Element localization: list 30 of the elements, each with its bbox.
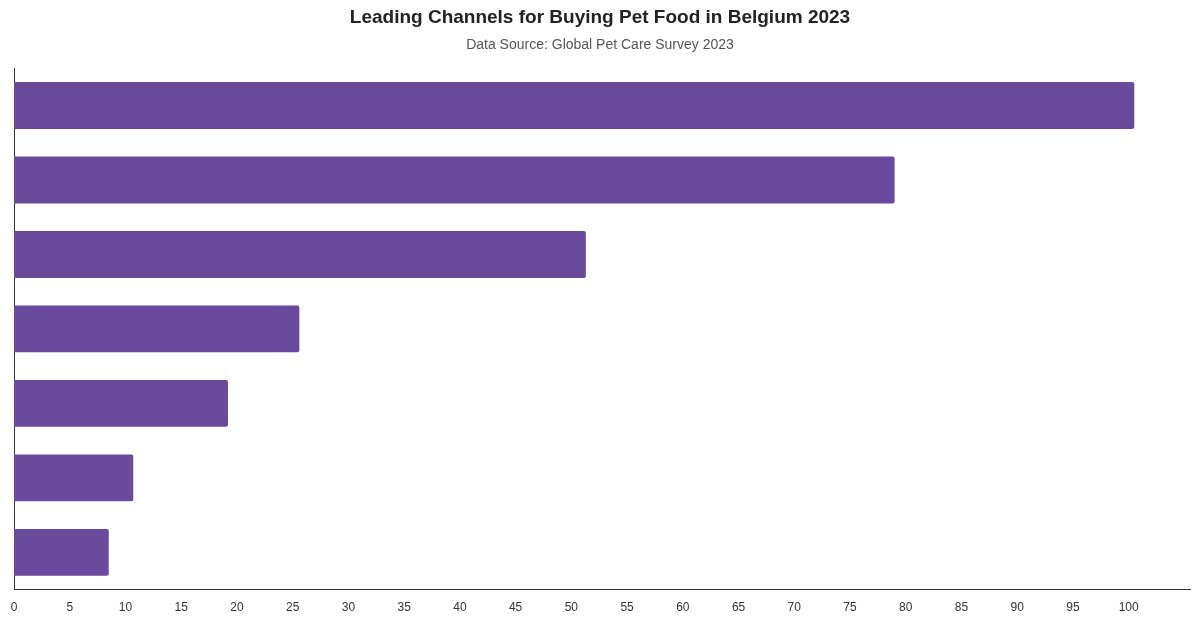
bar	[14, 305, 300, 353]
x-tick-label: 85	[954, 600, 969, 615]
bar	[14, 528, 109, 576]
bar	[14, 156, 895, 204]
x-tick-label: 5	[66, 600, 74, 615]
x-tick-label: 80	[899, 600, 913, 615]
x-tick-label: 25	[285, 600, 300, 615]
chart-title: Leading Channels for Buying Pet Food in Belgium 2023	[348, 6, 852, 28]
bar	[14, 454, 134, 502]
x-tick-label: 0	[10, 600, 18, 615]
bar	[14, 81, 1135, 129]
bar	[14, 379, 229, 427]
x-tick-label: 20	[230, 600, 244, 615]
x-tick-label: 65	[731, 600, 746, 615]
x-tick-label: 55	[620, 600, 635, 615]
x-tick-label: 95	[1066, 600, 1080, 615]
x-tick-label: 50	[564, 600, 579, 615]
x-tick-label: 15	[174, 600, 189, 615]
x-tick-label: 35	[397, 600, 412, 615]
bar	[14, 230, 586, 278]
x-tick-label: 45	[508, 600, 523, 615]
x-tick-label: 10	[118, 600, 133, 615]
x-tick-label: 30	[341, 600, 356, 615]
x-tick-label: 60	[676, 600, 690, 615]
x-tick-label: 40	[453, 600, 467, 615]
chart-subtitle: Data Source: Global Pet Care Survey 2023	[465, 36, 735, 52]
x-tick-label: 100	[1118, 600, 1140, 615]
x-tick-label: 90	[1010, 600, 1025, 615]
x-tick-label: 70	[787, 600, 802, 615]
x-tick-label: 75	[843, 600, 858, 615]
